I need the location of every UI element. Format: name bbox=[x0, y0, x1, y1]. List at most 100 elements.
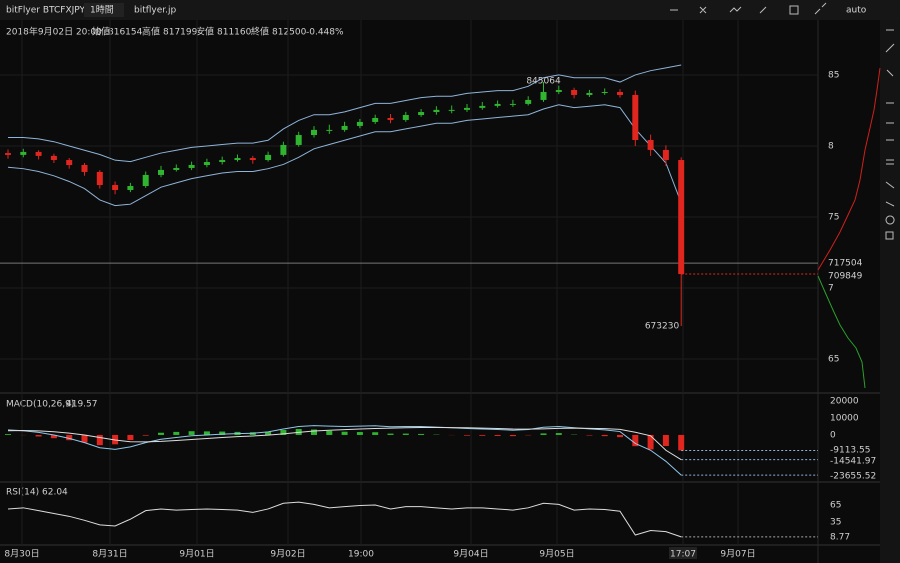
time-label: 9月04日 bbox=[453, 549, 488, 560]
macd-value-label: -9113.55 bbox=[830, 446, 870, 456]
candle-body bbox=[249, 158, 256, 161]
macd-hist-bar bbox=[402, 433, 409, 435]
time-label: 9月07日 bbox=[720, 549, 755, 560]
macd-hist-bar bbox=[326, 430, 333, 435]
candle-body bbox=[433, 109, 440, 113]
macd-hist-bar bbox=[96, 434, 103, 446]
candle-body bbox=[35, 151, 42, 156]
macd-hist-bar bbox=[662, 434, 669, 446]
macd-hist-bar bbox=[509, 434, 516, 437]
macd-hist-bar bbox=[586, 434, 593, 436]
candle-body bbox=[662, 149, 669, 161]
candle-body bbox=[448, 109, 455, 111]
macd-hist-bar bbox=[173, 431, 180, 435]
time-label: 9月02日 bbox=[270, 549, 305, 560]
price-level-label: 717504 bbox=[828, 259, 863, 269]
candle-body bbox=[555, 89, 562, 92]
symbol[interactable]: bitFlyer BTCFXJPY bbox=[6, 6, 85, 16]
candle-body bbox=[418, 112, 425, 115]
candle-body bbox=[203, 162, 210, 165]
macd-value-label: -23655.52 bbox=[830, 472, 876, 482]
candle-body bbox=[173, 167, 180, 170]
tool-icon[interactable] bbox=[670, 2, 827, 15]
open-label: 始値 bbox=[92, 26, 110, 38]
signal-line bbox=[7, 426, 682, 461]
candle-body bbox=[647, 139, 654, 150]
open-value: 816154 bbox=[108, 28, 143, 38]
bb-lower bbox=[7, 104, 682, 207]
time-cursor-box bbox=[669, 547, 697, 559]
macd-hist-bar bbox=[540, 433, 547, 435]
macd-hist-bar bbox=[280, 430, 287, 435]
high-value: 817199 bbox=[163, 28, 198, 38]
macd-hist-bar bbox=[494, 434, 501, 436]
candle-body bbox=[5, 153, 11, 155]
period-low-label: 673230 bbox=[645, 322, 680, 332]
candle-body bbox=[158, 169, 164, 175]
macd-hist-bar bbox=[66, 434, 73, 441]
candle-body bbox=[188, 164, 195, 168]
time-label: 8月30日 bbox=[4, 549, 39, 560]
price-tick-label: 8 bbox=[828, 141, 834, 151]
candle-body bbox=[494, 103, 501, 106]
candle-body bbox=[295, 135, 302, 145]
macd-line bbox=[7, 425, 682, 476]
candle-body bbox=[265, 154, 272, 161]
candle-body bbox=[632, 94, 639, 140]
candle-body bbox=[142, 174, 149, 187]
candle-body bbox=[479, 105, 486, 108]
candle-body bbox=[525, 99, 532, 104]
ohlc-header: 2018年9月02日 20:00 始値 816154 高値 817199 安値 … bbox=[6, 26, 344, 38]
macd-hist-bar bbox=[601, 434, 608, 437]
site[interactable]: bitflyer.jp bbox=[134, 6, 177, 16]
macd-value-label: -14541.97 bbox=[830, 457, 876, 467]
candle-body bbox=[112, 185, 119, 190]
side-tool-icon[interactable] bbox=[885, 29, 895, 240]
macd-hist-bar bbox=[188, 431, 195, 435]
candle-body bbox=[509, 103, 516, 105]
macd-tick-label: 10000 bbox=[830, 413, 859, 423]
macd-current: 419.57 bbox=[66, 400, 98, 410]
tool-icons[interactable] bbox=[670, 2, 827, 15]
price-tick-label: 7 bbox=[828, 284, 834, 294]
scale-auto[interactable]: auto bbox=[846, 6, 867, 16]
time-label: 17:07 bbox=[670, 550, 696, 560]
macd-hist-bar bbox=[311, 429, 317, 435]
macd-hist-bar bbox=[464, 434, 470, 436]
high-label: 高値 bbox=[142, 26, 160, 38]
side-tools[interactable] bbox=[885, 29, 895, 240]
candle-body bbox=[540, 91, 547, 100]
macd-hist-bar bbox=[158, 432, 164, 435]
candle-body bbox=[601, 91, 608, 93]
close-value: 812500 bbox=[272, 28, 307, 38]
macd-hist-bar bbox=[555, 433, 562, 435]
candle-body bbox=[402, 114, 409, 120]
macd-hist-bar bbox=[265, 431, 272, 435]
macd-hist-bar bbox=[50, 434, 57, 439]
candle-body bbox=[81, 164, 88, 172]
candle-body bbox=[678, 160, 685, 275]
candle-body bbox=[571, 89, 578, 95]
interval-button[interactable] bbox=[84, 3, 124, 17]
price-tick-label: 75 bbox=[828, 212, 839, 222]
macd-hist-bar bbox=[387, 433, 394, 435]
candle-body bbox=[387, 117, 394, 120]
price-tick-label: 85 bbox=[828, 70, 839, 80]
candle-body bbox=[617, 91, 623, 95]
time-label: 8月31日 bbox=[92, 549, 127, 560]
candle-body bbox=[66, 160, 73, 165]
interval[interactable]: 1時間 bbox=[90, 5, 114, 16]
time-label: 19:00 bbox=[348, 550, 374, 560]
candle-body bbox=[20, 151, 27, 155]
header-datetime: 2018年9月02日 20:00 bbox=[6, 26, 102, 38]
side-toolbar bbox=[880, 20, 900, 563]
rsi-value-label: 8.77 bbox=[830, 532, 850, 542]
macd-hist-bar bbox=[81, 434, 88, 443]
last-price-label: 709849 bbox=[828, 272, 863, 282]
time-label: 9月01日 bbox=[179, 549, 214, 560]
period-high-label: 845064 bbox=[526, 76, 561, 86]
macd-hist-bar bbox=[5, 434, 11, 435]
macd-hist-bar bbox=[418, 433, 425, 435]
